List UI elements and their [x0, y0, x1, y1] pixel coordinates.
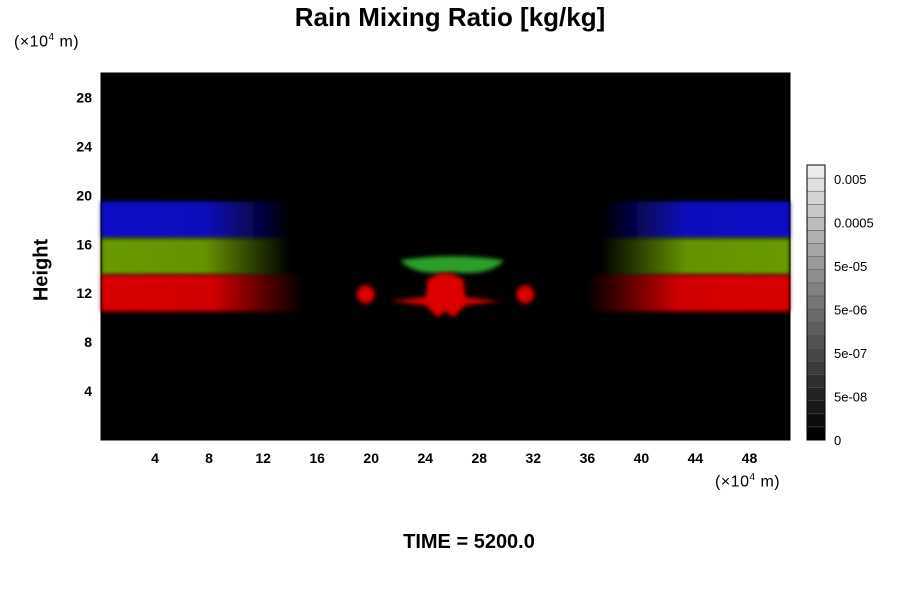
colorbar-level: [806, 361, 826, 375]
colorbar-label: 5e-07: [834, 346, 867, 361]
time-label: TIME = 5200.0: [403, 531, 535, 553]
x-tick-label: 4: [151, 450, 159, 466]
colorbar-label: 0.005: [834, 172, 867, 187]
colorbar-level: [806, 217, 826, 231]
colorbar-level: [806, 190, 826, 205]
green-arc-feature: [400, 256, 505, 274]
colorbar-label: 5e-08: [834, 390, 867, 405]
x-axis-unit: (×104 m): [715, 472, 781, 491]
colorbar-level: [806, 334, 826, 349]
chart-title: Rain Mixing Ratio [kg/kg]: [294, 2, 606, 32]
colorbar-level: [806, 321, 826, 336]
colorbar-level: [806, 374, 826, 388]
y-tick-label: 16: [76, 236, 92, 252]
colorbar-level: [806, 256, 826, 271]
x-tick-label: 12: [255, 450, 271, 466]
colorbar-level: [806, 269, 826, 284]
central-red-blob: [390, 273, 501, 318]
colorbar-level: [806, 400, 826, 415]
red-blob: [516, 285, 535, 304]
colorbar-label: 5e-06: [834, 303, 867, 318]
y-tick-label: 20: [76, 187, 92, 203]
y-tick-label: 4: [84, 383, 92, 399]
x-tick-label: 28: [471, 450, 487, 466]
rain-band-left: [101, 238, 291, 275]
x-tick-label: 36: [580, 450, 596, 466]
y-axis-unit: (×104 m): [14, 32, 80, 51]
colorbar-level: [806, 426, 826, 441]
x-tick-label: 40: [634, 450, 650, 466]
rain-band-left: [101, 274, 304, 312]
colorbar-frame: [806, 164, 826, 441]
rain-band-left: [101, 201, 291, 239]
colorbar-level: [806, 348, 826, 362]
colorbar-level: [806, 164, 826, 179]
rain-band-right: [587, 274, 790, 312]
colorbar-level: [806, 177, 826, 192]
x-tick-label: 16: [309, 450, 325, 466]
y-tick-label: 24: [76, 138, 92, 154]
x-tick-label: 8: [205, 450, 213, 466]
plot-frame: [100, 72, 791, 441]
x-tick-label: 44: [688, 450, 704, 466]
colorbar-level: [806, 243, 826, 257]
rain-band-right: [600, 238, 790, 275]
colorbar-label: 0.0005: [834, 216, 874, 231]
y-tick-label: 12: [76, 285, 92, 301]
colorbar-level: [806, 230, 826, 244]
colorbar-level: [806, 295, 826, 310]
colorbar-label: 0: [834, 433, 841, 448]
y-tick-label: 8: [84, 334, 92, 350]
x-tick-label: 20: [363, 450, 379, 466]
red-blob: [356, 285, 375, 304]
x-tick-label: 24: [417, 450, 433, 466]
colorbar-level: [806, 204, 826, 218]
x-tick-label: 32: [526, 450, 542, 466]
colorbar-label: 5e-05: [834, 259, 867, 274]
colorbar-level: [806, 282, 826, 297]
colorbar-level: [806, 308, 826, 323]
x-tick-label: 48: [742, 450, 758, 466]
colorbar-level: [806, 387, 826, 401]
rain-band-right: [600, 201, 790, 239]
colorbar-level: [806, 413, 826, 428]
y-tick-label: 28: [76, 89, 92, 105]
